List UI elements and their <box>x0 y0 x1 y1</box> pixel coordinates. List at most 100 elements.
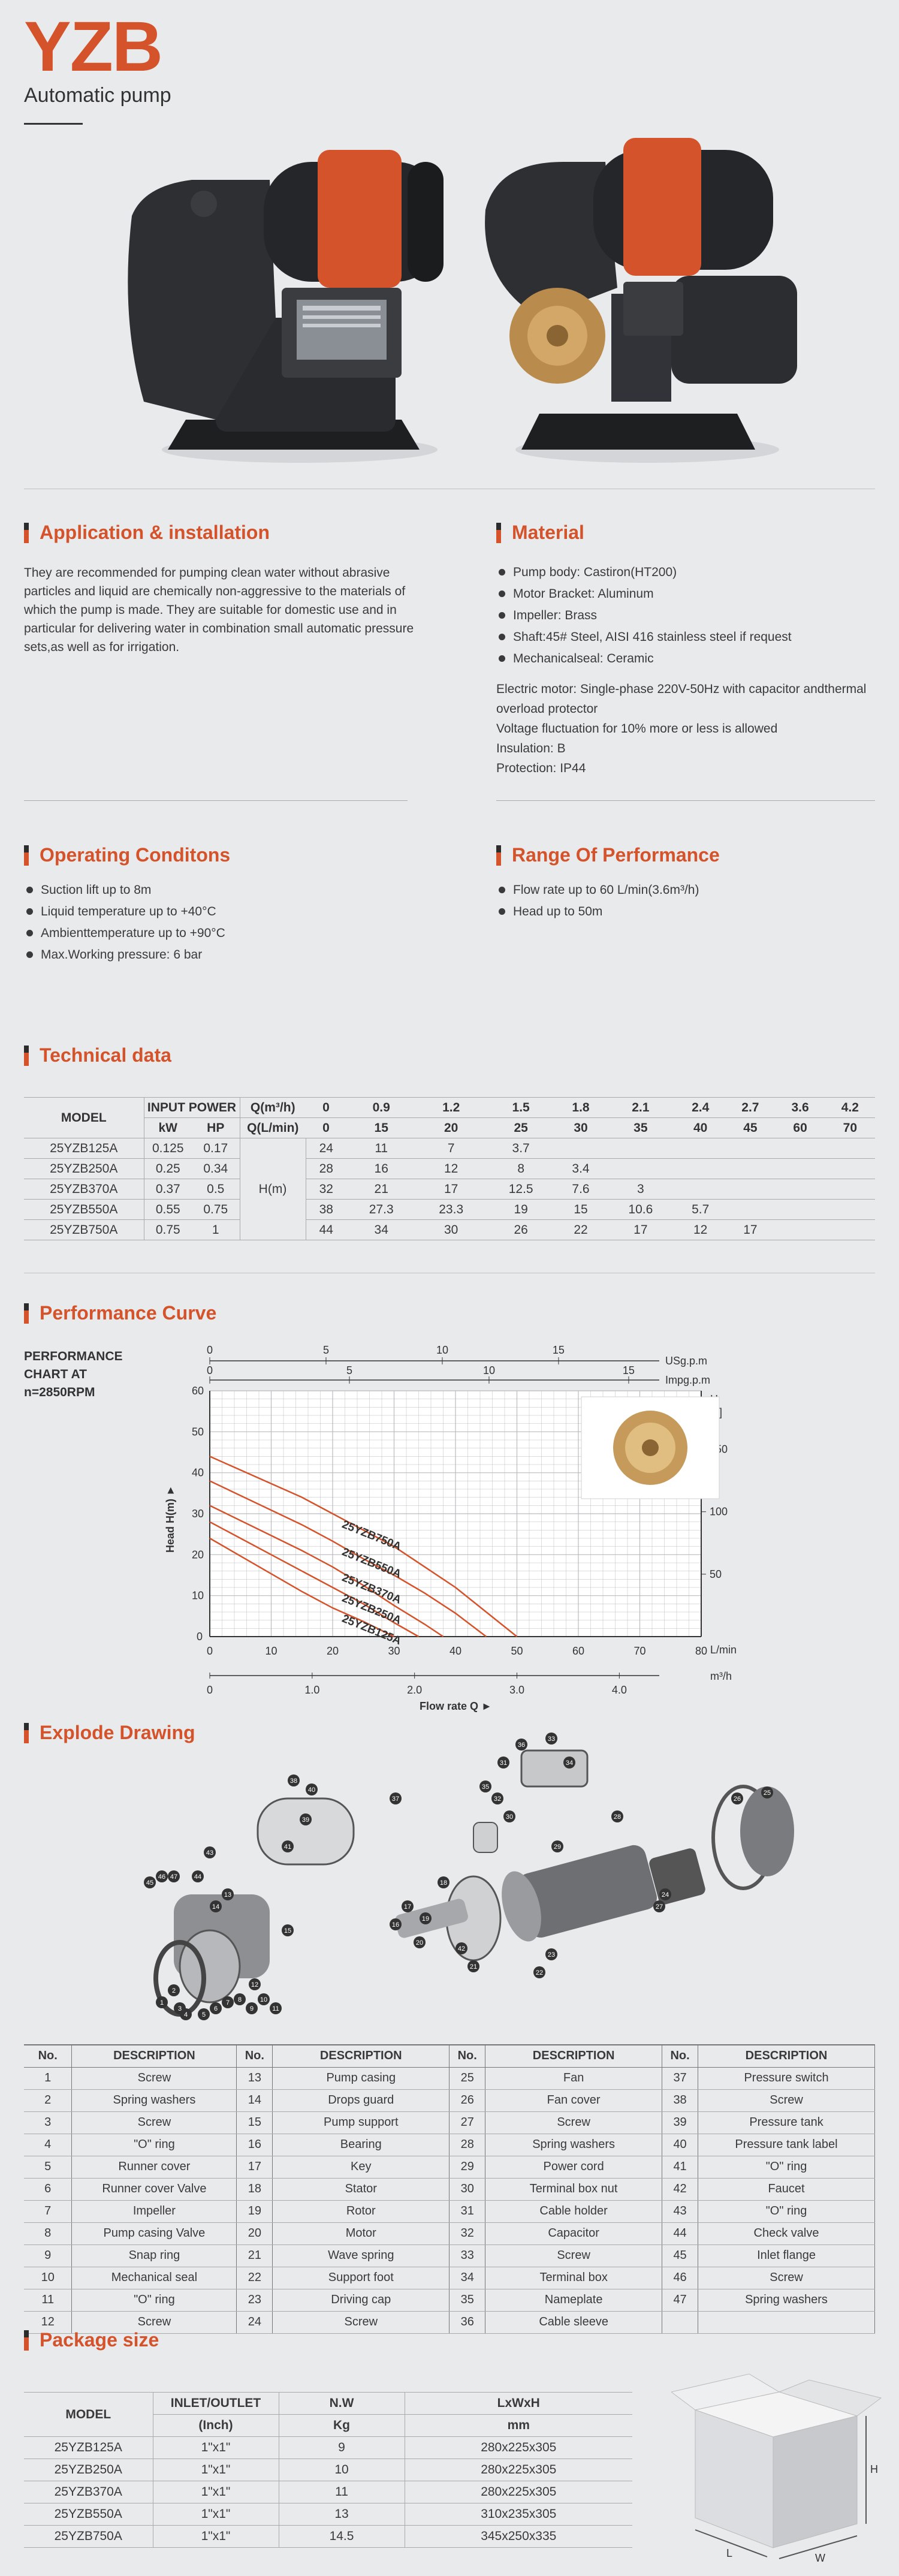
ft-tick-label: 50 <box>710 1568 722 1580</box>
pump-photo-side <box>485 138 797 463</box>
head-value-cell: 3.7 <box>485 1138 556 1159</box>
head-value-cell: 19 <box>485 1199 556 1220</box>
head-value-cell: 7.6 <box>556 1179 606 1200</box>
part-number-cell: 15 <box>236 2111 273 2134</box>
column-header: 40 <box>675 1117 726 1138</box>
part-number-cell: 30 <box>449 2178 485 2201</box>
part-number-cell: 11 <box>24 2289 72 2312</box>
dimension-cell: 280x225x305 <box>404 2459 632 2481</box>
callout-number: 34 <box>566 1759 573 1767</box>
part-description-cell: Screw <box>71 2067 237 2090</box>
part-number-cell: 3 <box>24 2111 72 2134</box>
heading-marker <box>24 845 29 866</box>
part-number-cell: 42 <box>662 2178 698 2201</box>
part-number-cell: 31 <box>449 2200 485 2223</box>
y-axis-title: Head H(m) ► <box>164 1485 176 1553</box>
caption-line: n=2850RPM <box>24 1385 95 1399</box>
list-item: Max.Working pressure: 6 bar <box>24 944 414 966</box>
m3h-tick-label: 3.0 <box>509 1684 524 1696</box>
head-value-cell: 12 <box>675 1219 726 1240</box>
motor-line: Voltage fluctuation for 10% more or less… <box>496 722 778 736</box>
curve-heading: Performance Curve <box>24 1302 216 1324</box>
series-line-25YZB250A <box>209 1521 420 1638</box>
part-number-cell: 18 <box>236 2178 273 2201</box>
table-row: 25YZB550A 0.55 0.75 38 27.3 23.3 19 15 10.6 5.7 <box>24 1199 875 1220</box>
hp-cell: 0.5 <box>192 1179 240 1200</box>
inlet-cell: 1"x1" <box>152 2525 279 2548</box>
part-number-cell: 19 <box>236 2200 273 2223</box>
callout-marker <box>210 2002 222 2014</box>
callout-marker <box>533 1966 545 1978</box>
head-value-cell <box>725 1199 776 1220</box>
head-value-cell <box>725 1179 776 1200</box>
callout-marker <box>168 1984 180 1996</box>
column-header: No. <box>662 2044 698 2068</box>
x-tick-label: 40 <box>450 1645 461 1657</box>
callout-marker <box>306 1783 318 1795</box>
part-description-cell: Cable sleeve <box>485 2311 663 2334</box>
part-description-cell: Support foot <box>272 2267 450 2289</box>
head-value-cell: 30 <box>416 1219 486 1240</box>
impgpm-tick-label: 10 <box>483 1364 495 1376</box>
callout-marker <box>156 1870 168 1882</box>
head-value-cell: 10.6 <box>605 1199 676 1220</box>
list-item: Suction lift up to 8m <box>24 879 414 901</box>
column-header: 2.7 <box>725 1097 776 1118</box>
motor-spec: Electric motor: Single-phase 220V-50Hz w… <box>496 679 892 778</box>
callout-marker <box>300 1813 312 1825</box>
part-description-cell: "O" ring <box>698 2200 875 2223</box>
head-value-cell: 3 <box>605 1179 676 1200</box>
column-header: MODEL <box>24 1097 144 1138</box>
part-number-cell: 23 <box>236 2289 273 2312</box>
chart-series <box>209 1456 518 1638</box>
callout-number: 46 <box>158 1873 165 1881</box>
part-description-cell: Spring washers <box>71 2089 237 2112</box>
part-number-cell: 26 <box>449 2089 485 2112</box>
column-header: 2.4 <box>675 1097 726 1118</box>
operating-heading: Operating Conditons <box>24 844 230 866</box>
part-description-cell: Screw <box>698 2267 875 2289</box>
part-description-cell: Inlet flange <box>698 2244 875 2267</box>
column-header: N.W <box>278 2392 405 2415</box>
callout-number: 41 <box>284 1843 291 1851</box>
callout-number: 20 <box>416 1939 423 1947</box>
hp-cell: 1 <box>192 1219 240 1240</box>
part-number-cell: 43 <box>662 2200 698 2223</box>
callout-marker <box>545 1948 557 1960</box>
callout-number: 9 <box>250 2005 254 2012</box>
technical-table: MODEL INPUT POWER Q(m³/h) 0 0.9 1.2 1.5 1.8 2… <box>24 1097 875 1240</box>
part-number-cell: 12 <box>24 2311 72 2334</box>
head-value-cell: 17 <box>416 1179 486 1200</box>
callout-marker <box>659 1888 671 1900</box>
page-subtitle: Automatic pump <box>24 84 171 107</box>
kw-cell: 0.25 <box>143 1158 192 1179</box>
callout-marker <box>282 1924 294 1936</box>
part-number-cell: 45 <box>662 2244 698 2267</box>
terminal-box <box>520 1749 589 1788</box>
column-header: DESCRIPTION <box>698 2044 875 2068</box>
callout-marker <box>551 1840 563 1852</box>
model-cell: 25YZB370A <box>24 2481 153 2503</box>
heading-marker <box>24 2330 29 2351</box>
usgpm-tick-label: 0 <box>207 1344 213 1356</box>
part-description-cell: Screw <box>272 2311 450 2334</box>
column-header: mm <box>404 2414 632 2437</box>
column-header: 30 <box>556 1117 606 1138</box>
table-row: 1 Screw 13 Pump casing 25 Fan 37 Pressure switc… <box>24 2067 875 2090</box>
part-description-cell: Rotor <box>272 2200 450 2223</box>
column-header: No. <box>236 2044 273 2068</box>
dimension-cell: 280x225x305 <box>404 2436 632 2459</box>
column-header: 20 <box>416 1117 486 1138</box>
explode-heading: Explode Drawing <box>24 1722 195 1744</box>
part-description-cell: Nameplate <box>485 2289 663 2312</box>
head-value-cell: 8 <box>485 1158 556 1179</box>
part-number-cell: 25 <box>449 2067 485 2090</box>
table-row: 2 Spring washers 14 Drops guard 26 Fan cover 3… <box>24 2089 875 2112</box>
column-header: Q(m³/h) <box>239 1097 306 1118</box>
table-row: 10 Mechanical seal 22 Support foot 34 Termina… <box>24 2267 875 2289</box>
package-heading-text: Package size <box>40 2329 159 2351</box>
head-value-cell: 38 <box>305 1199 346 1220</box>
callout-marker <box>204 1846 216 1858</box>
